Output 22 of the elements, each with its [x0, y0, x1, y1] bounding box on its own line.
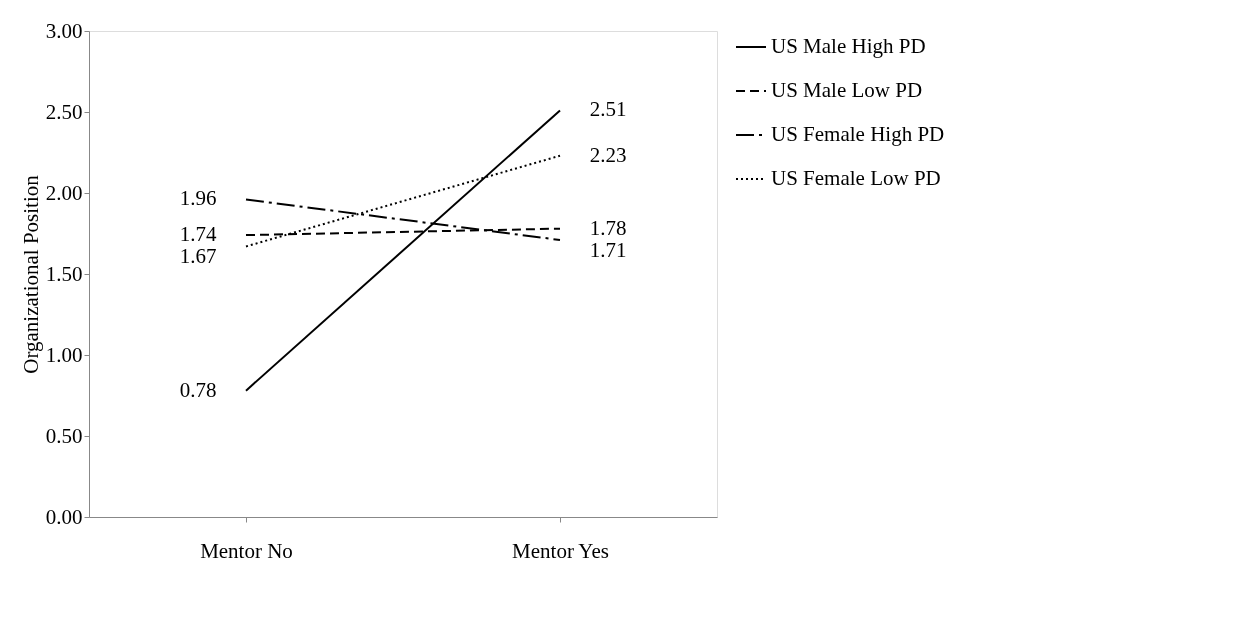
legend-label: US Male Low PD [771, 78, 923, 102]
legend-label: US Female Low PD [771, 166, 941, 190]
data-label: 1.78 [589, 215, 627, 240]
y-tick-label: 0.00 [45, 504, 83, 529]
data-label: 2.23 [589, 142, 627, 167]
x-tick-label: Mentor No [200, 538, 293, 563]
y-tick-label: 2.50 [45, 99, 83, 124]
y-tick-label: 1.50 [45, 261, 83, 286]
data-label: 0.78 [179, 377, 217, 402]
y-tick-label: 0.50 [45, 423, 83, 448]
data-label: 1.71 [589, 237, 627, 262]
legend-label: US Male High PD [771, 34, 926, 58]
y-tick-label: 3.00 [45, 18, 83, 43]
data-label: 2.51 [589, 97, 627, 122]
x-tick-label: Mentor Yes [512, 538, 609, 563]
y-tick-label: 2.00 [45, 180, 83, 205]
data-label: 1.96 [179, 186, 217, 211]
data-label: 1.67 [179, 244, 217, 269]
y-axis-title: Organizational Position [18, 174, 43, 374]
legend-label: US Female High PD [771, 122, 945, 146]
y-tick-label: 1.00 [45, 342, 83, 367]
data-label: 1.74 [179, 222, 217, 247]
